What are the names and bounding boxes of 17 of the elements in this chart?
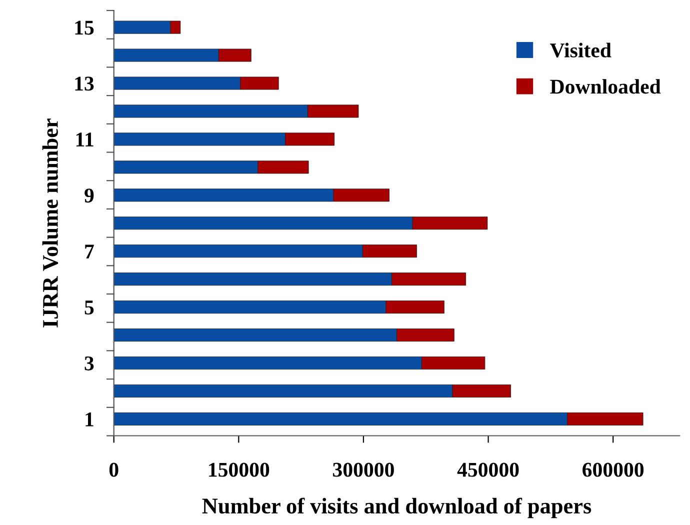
x-axis-title: Number of visits and download of papers — [202, 498, 592, 518]
y-tick-label: 13 — [75, 76, 94, 91]
y-tick-label: 1 — [86, 412, 94, 426]
y-tick-label: 7 — [85, 244, 94, 258]
y-tick-label: 5 — [84, 300, 94, 314]
y-axis-title: IJRR Volume number — [42, 118, 58, 328]
y-tick-label: 9 — [84, 188, 94, 203]
x-tick-label: 300000 — [333, 462, 394, 477]
y-tick-label: 15 — [75, 20, 94, 35]
x-tick-label: 600000 — [582, 462, 644, 477]
x-tick-label: 450000 — [457, 462, 519, 477]
y-tick-label: 11 — [76, 132, 94, 146]
x-tick-label: 0 — [109, 462, 118, 477]
y-tick-label: 3 — [84, 356, 94, 370]
x-tick-label: 150000 — [209, 462, 270, 477]
legend-label: Visited — [550, 42, 612, 58]
legend-label: Downloaded — [550, 79, 661, 94]
